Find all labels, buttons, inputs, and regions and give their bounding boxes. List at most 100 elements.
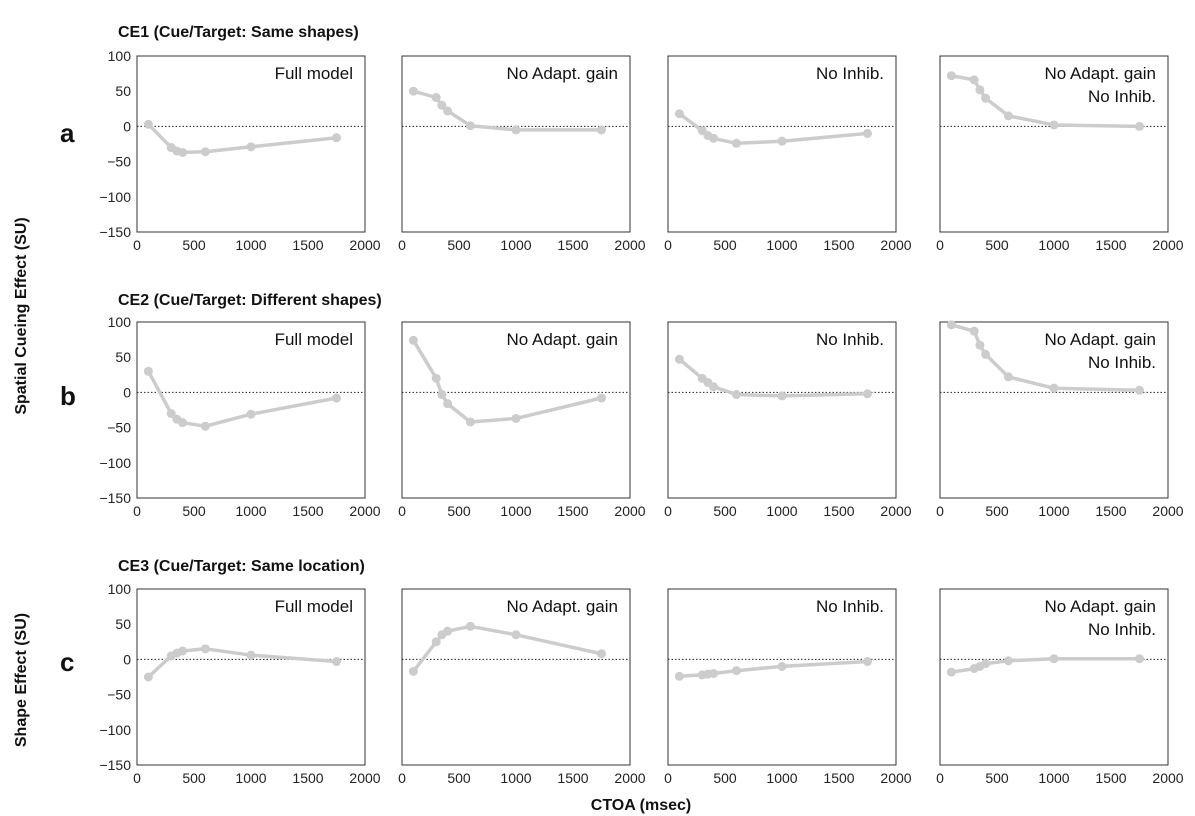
- panel-frame: [136, 588, 366, 766]
- panel-frame: [939, 321, 1169, 499]
- x-tick-label: 2000: [880, 770, 911, 786]
- x-tick-label: 2000: [614, 503, 645, 519]
- y-tick-label: −50: [107, 687, 131, 703]
- condition-label: No Adapt. gain: [1044, 597, 1156, 616]
- data-point: [408, 666, 418, 676]
- data-point: [709, 133, 719, 143]
- condition-label: No Inhib.: [816, 597, 884, 616]
- data-point: [1135, 654, 1144, 664]
- x-tick-label: 2000: [614, 770, 645, 786]
- x-tick-label: 500: [182, 237, 206, 253]
- data-point: [674, 354, 684, 364]
- x-tick-label: 0: [398, 770, 406, 786]
- x-tick-label: 500: [182, 770, 206, 786]
- y-tick-label: 50: [115, 83, 131, 99]
- y-tick-label: 0: [123, 384, 131, 400]
- data-point: [408, 335, 418, 345]
- data-point: [597, 125, 606, 135]
- data-point: [178, 646, 188, 656]
- data-point: [332, 657, 341, 667]
- panel-r0c2: 0 500 1000 1500 2000 No Inhib.: [664, 55, 912, 253]
- data-point: [946, 667, 956, 677]
- x-tick-label: 500: [447, 770, 471, 786]
- x-tick-label: 0: [398, 503, 406, 519]
- x-tick-label: 2000: [880, 237, 911, 253]
- x-tick-label: 1500: [292, 237, 323, 253]
- condition-label: Full model: [275, 330, 353, 349]
- y-tick-label: 50: [115, 349, 131, 365]
- x-axis-label-ctoa: CTOA (msec): [591, 797, 691, 814]
- x-tick-label: 1000: [766, 770, 797, 786]
- data-point: [1049, 654, 1059, 664]
- x-tick-label: 1500: [292, 770, 323, 786]
- data-point: [178, 147, 188, 157]
- x-tick-label: 0: [133, 503, 141, 519]
- x-tick-label: 1500: [557, 503, 588, 519]
- data-point: [443, 399, 453, 409]
- data-point: [332, 393, 341, 403]
- data-point: [863, 128, 872, 138]
- condition-label: No Adapt. gain: [506, 330, 618, 349]
- panel-r2c3: 0 500 1000 1500 2000 No Adapt. gain No Inhib.: [936, 588, 1184, 786]
- x-tick-label: 2000: [614, 237, 645, 253]
- x-tick-label: 2000: [880, 503, 911, 519]
- condition-label: No Inhib.: [1088, 87, 1156, 106]
- data-point: [674, 671, 684, 681]
- data-point: [946, 71, 956, 81]
- data-point: [511, 413, 521, 423]
- data-point: [408, 86, 418, 96]
- x-tick-label: 1500: [1095, 503, 1126, 519]
- x-tick-label: 500: [447, 503, 471, 519]
- data-point: [465, 121, 475, 131]
- panel-frame: [401, 55, 631, 233]
- x-tick-label: 2000: [349, 770, 380, 786]
- y-tick-label: 100: [108, 581, 132, 597]
- data-point: [200, 147, 210, 157]
- x-tick-label: 1500: [823, 237, 854, 253]
- panel-r0c3: 0 500 1000 1500 2000 No Adapt. gain No Inhib.: [936, 55, 1184, 253]
- x-tick-label: 500: [713, 503, 737, 519]
- data-point: [143, 366, 153, 376]
- x-tick-label: 1000: [235, 503, 266, 519]
- data-point: [246, 409, 256, 419]
- data-point: [777, 136, 787, 146]
- data-point: [709, 382, 719, 392]
- y-axis-label-spatial-cueing: Spatial Cueing Effect (SU): [13, 217, 30, 414]
- row-letter-a: a: [60, 118, 75, 148]
- data-point: [437, 100, 447, 110]
- condition-label: No Inhib.: [816, 64, 884, 83]
- x-tick-label: 500: [985, 503, 1009, 519]
- data-point: [143, 119, 153, 129]
- data-point: [946, 320, 956, 330]
- x-tick-label: 1000: [1038, 237, 1069, 253]
- x-tick-label: 1000: [500, 503, 531, 519]
- x-tick-label: 1000: [500, 770, 531, 786]
- data-point: [981, 93, 991, 103]
- x-tick-label: 500: [182, 503, 206, 519]
- x-tick-label: 500: [985, 770, 1009, 786]
- data-point: [674, 109, 684, 119]
- data-point: [332, 133, 341, 143]
- data-point: [969, 326, 979, 336]
- panel-frame: [939, 588, 1169, 766]
- data-point: [709, 668, 719, 678]
- data-point: [200, 644, 210, 654]
- panel-r1c1: 0 500 1000 1500 2000 No Adapt. gain: [398, 321, 646, 519]
- y-tick-label: −150: [99, 224, 131, 240]
- data-point: [981, 659, 991, 669]
- y-tick-label: 0: [123, 118, 131, 134]
- y-tick-label: −50: [107, 420, 131, 436]
- data-point: [200, 421, 210, 431]
- x-tick-label: 1000: [235, 237, 266, 253]
- y-tick-label: 100: [108, 314, 132, 330]
- data-point: [431, 373, 441, 383]
- data-point: [1135, 385, 1144, 395]
- data-point: [1003, 372, 1013, 382]
- row-title-b: CE2 (Cue/Target: Different shapes): [118, 292, 382, 309]
- data-point: [1049, 383, 1059, 393]
- y-tick-label: −150: [99, 490, 131, 506]
- data-point: [166, 409, 176, 419]
